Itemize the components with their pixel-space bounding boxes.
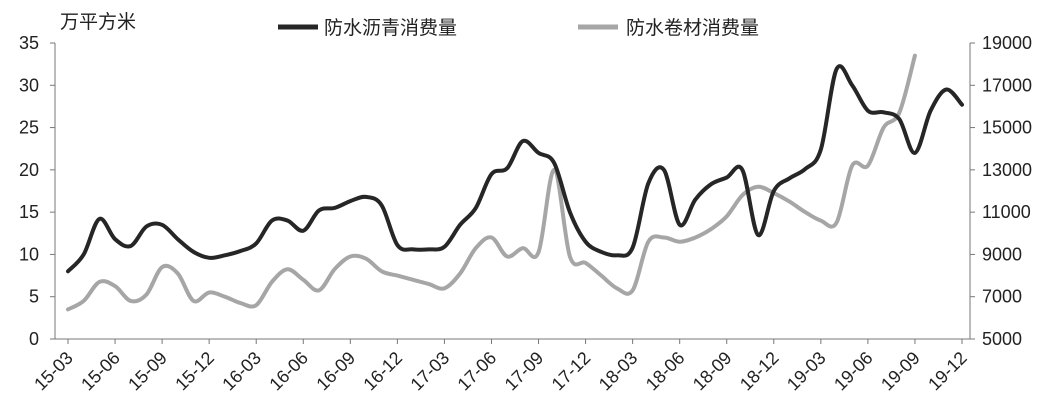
x-tick-label: 17-06 bbox=[454, 348, 501, 395]
legend: 防水沥青消费量 防水卷材消费量 bbox=[278, 17, 759, 39]
x-tick-label: 17-12 bbox=[548, 348, 595, 395]
y-left-tick-label: 30 bbox=[19, 75, 39, 95]
y-right-tick-label: 11000 bbox=[982, 202, 1031, 222]
y-right-tick-label: 5000 bbox=[982, 329, 1022, 349]
x-tick-label: 15-12 bbox=[171, 348, 218, 395]
series-line-membrane bbox=[66, 53, 917, 312]
x-tick-label: 19-12 bbox=[924, 348, 971, 395]
x-tick-label: 17-09 bbox=[501, 348, 548, 395]
y-right-tick-label: 15000 bbox=[982, 118, 1032, 138]
series-lines bbox=[66, 53, 964, 312]
left-unit-label: 万平方米 bbox=[60, 11, 136, 33]
x-tick-label: 19-03 bbox=[783, 348, 830, 395]
x-tick-label: 15-06 bbox=[77, 348, 124, 395]
y-left-tick-label: 15 bbox=[19, 202, 39, 222]
x-tick-label: 16-09 bbox=[312, 348, 359, 395]
legend-label-membrane: 防水卷材消费量 bbox=[626, 17, 759, 39]
y-left-tick-label: 5 bbox=[29, 287, 39, 307]
x-tick-label: 18-09 bbox=[689, 348, 736, 395]
x-tick-label: 15-09 bbox=[124, 348, 171, 395]
x-tick-label: 18-06 bbox=[642, 348, 689, 395]
y-right-tick-label: 19000 bbox=[982, 33, 1032, 53]
y-left-tick-label: 25 bbox=[19, 118, 39, 138]
y-left-tick-label: 20 bbox=[19, 160, 39, 180]
x-tick-label: 18-03 bbox=[595, 348, 642, 395]
x-tick-label: 19-06 bbox=[830, 348, 877, 395]
y-left-tick-label: 10 bbox=[19, 244, 39, 264]
y-right-tick-label: 17000 bbox=[982, 75, 1032, 95]
x-tick-label: 15-03 bbox=[30, 348, 77, 395]
legend-label-asphalt: 防水沥青消费量 bbox=[324, 17, 457, 39]
x-tick-label: 16-06 bbox=[265, 348, 312, 395]
x-tick-label: 16-12 bbox=[359, 348, 406, 395]
x-tick-label: 18-12 bbox=[736, 348, 783, 395]
x-tick-label: 19-09 bbox=[877, 348, 924, 395]
y-left-tick-label: 0 bbox=[29, 329, 39, 349]
y-left-tick-label: 35 bbox=[19, 33, 39, 53]
x-tick-label: 16-03 bbox=[218, 348, 265, 395]
x-tick-label: 17-03 bbox=[407, 348, 454, 395]
y-right-tick-label: 9000 bbox=[982, 244, 1022, 264]
y-right-tick-label: 13000 bbox=[982, 160, 1032, 180]
series-line-asphalt bbox=[66, 64, 964, 274]
y-right-tick-label: 7000 bbox=[982, 287, 1022, 307]
axes: 0 5 10 15 20 25 30 35 5000 7000 9000 11000 13000 1500… bbox=[19, 33, 1032, 394]
